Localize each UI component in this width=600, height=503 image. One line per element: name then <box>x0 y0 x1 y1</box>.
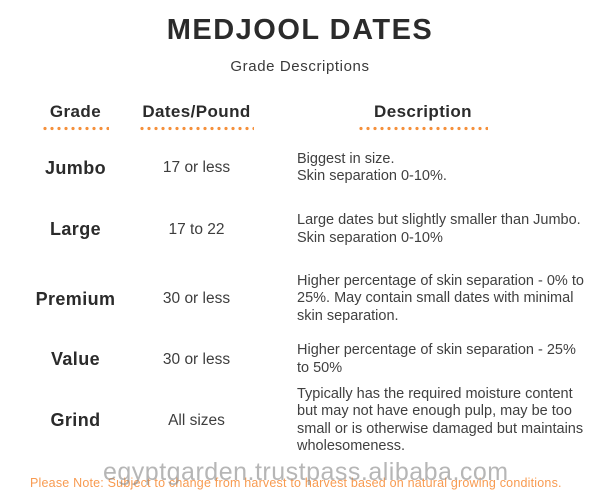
table-row: Jumbo 17 or less Biggest in size. Skin s… <box>0 140 600 196</box>
page-subtitle: Grade Descriptions <box>230 58 370 75</box>
grade-cell: Premium <box>35 288 116 309</box>
dotted-underline <box>358 126 488 131</box>
header-label-description: Description <box>374 102 472 121</box>
dates-per-pound-cell: 17 or less <box>162 159 231 176</box>
header-label-dates-per-pound: Dates/Pound <box>142 102 251 121</box>
table-row: Premium 30 or less Higher percentage of … <box>0 263 600 335</box>
description-cell: Higher percentage of skin separation - 0… <box>297 272 584 324</box>
header-label-grade: Grade <box>49 102 102 121</box>
description-cell: Biggest in size. Skin separation 0-10%. <box>297 150 447 185</box>
grade-cell: Value <box>50 349 101 369</box>
dates-per-pound-cell: 30 or less <box>162 290 231 307</box>
header-cell-grade: Grade <box>18 102 133 131</box>
dates-per-pound-cell: 30 or less <box>162 350 231 368</box>
page-title: MEDJOOL DATES <box>166 14 434 46</box>
description-cell: Typically has the required moisture cont… <box>297 385 584 455</box>
header-cell-dates-per-pound: Dates/Pound <box>133 102 260 131</box>
table-row: Large 17 to 22 Large dates but slightly … <box>0 196 600 263</box>
dates-per-pound-cell: 17 to 22 <box>168 220 225 238</box>
table-header-row: Grade Dates/Pound Description <box>0 102 600 140</box>
grades-table: Grade Dates/Pound Description Jumbo 17 o… <box>0 102 600 457</box>
header-cell-description: Description <box>260 102 586 131</box>
grade-cell: Grind <box>50 410 101 430</box>
grade-cell: Jumbo <box>44 157 106 178</box>
dotted-underline <box>139 126 254 131</box>
dotted-underline <box>42 126 109 131</box>
description-cell: Large dates but slightly smaller than Ju… <box>297 212 581 246</box>
description-cell: Higher percentage of skin separation - 2… <box>297 342 576 376</box>
footer-note: Please Note: Subject to change from harv… <box>30 476 562 490</box>
table-row: Grind All sizes Typically has the requir… <box>0 384 600 457</box>
dates-per-pound-cell: All sizes <box>168 411 225 429</box>
grade-cell: Large <box>49 219 102 239</box>
table-row: Value 30 or less Higher percentage of sk… <box>0 335 600 384</box>
